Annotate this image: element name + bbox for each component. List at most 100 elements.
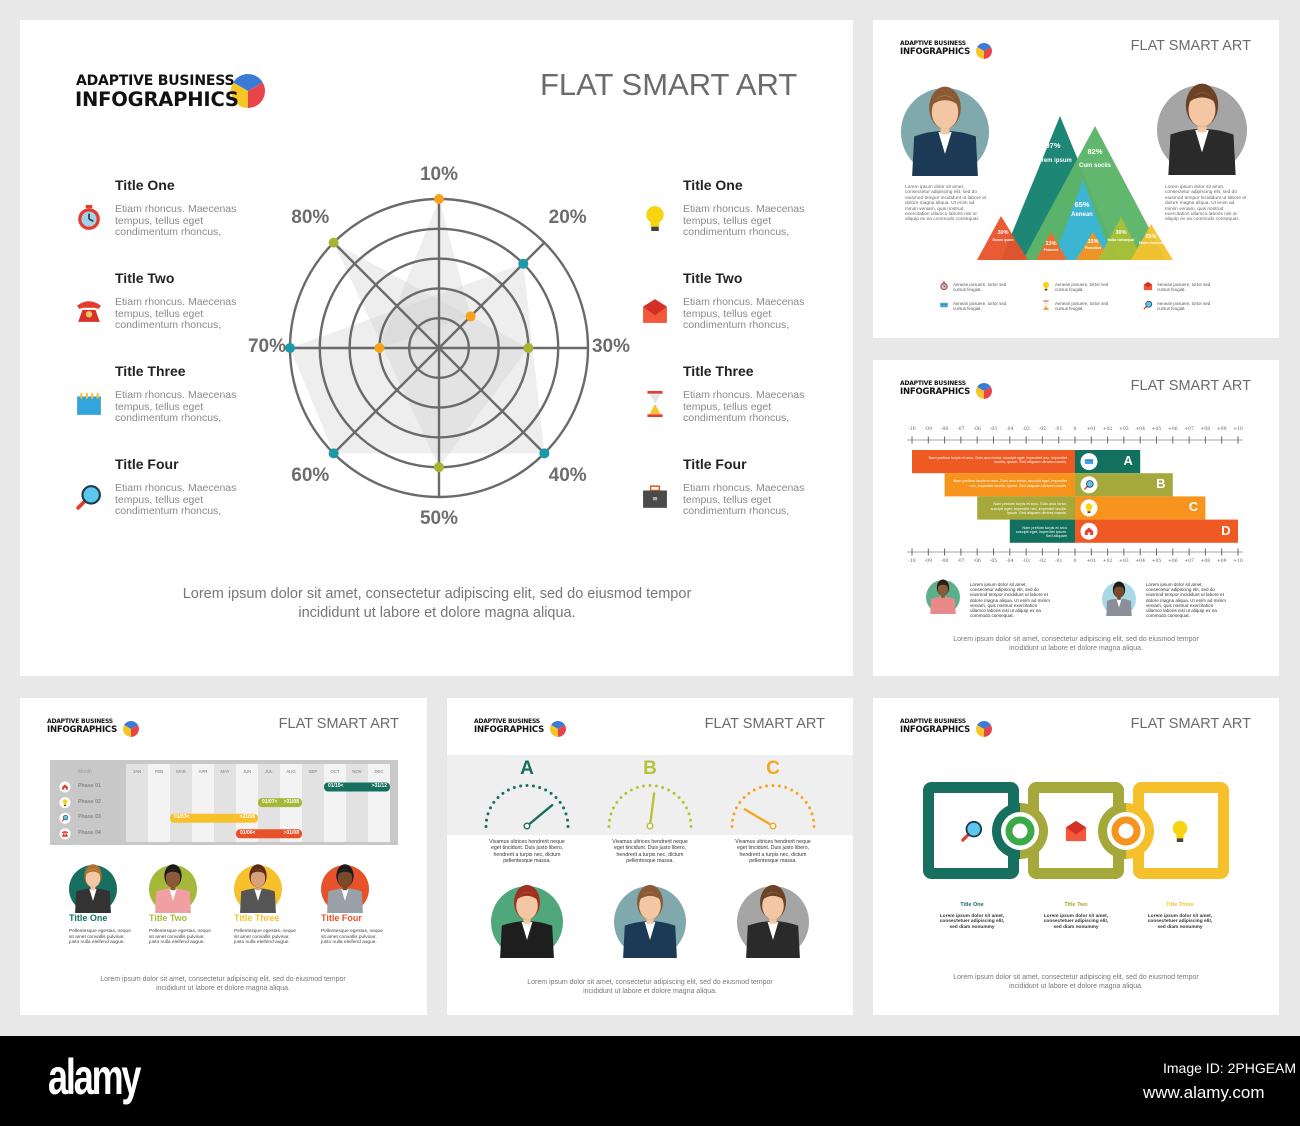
tick-label: -04 bbox=[1006, 559, 1014, 564]
radar-series-area bbox=[290, 263, 545, 454]
logo-line2: INFOGRAPHICS bbox=[900, 387, 971, 397]
peak-label: Lorem ipsum bbox=[1034, 158, 1072, 164]
chain-text: Lorem ipsum dolor sit amet, consectetuer… bbox=[1043, 914, 1109, 930]
month-column bbox=[148, 764, 170, 842]
tick-label: -08 bbox=[940, 559, 949, 564]
legend-text: Aenean posuere, tortor sed cursus feugia… bbox=[1157, 282, 1211, 292]
pie-logo-icon bbox=[231, 74, 265, 108]
tick-label: +01 bbox=[1086, 559, 1097, 564]
calendar-icon bbox=[77, 393, 101, 415]
pie-logo-icon bbox=[976, 383, 992, 399]
item-title: Title One bbox=[683, 177, 743, 193]
avatar bbox=[491, 884, 563, 958]
month-label: DEC bbox=[374, 769, 384, 774]
tick-label: +03 bbox=[1119, 427, 1129, 432]
peak-value: 30% bbox=[1115, 230, 1127, 236]
legend-text: Aenean posuere, tortor sed cursus feugia… bbox=[1055, 282, 1109, 292]
month-label: FEB bbox=[154, 769, 164, 774]
bar-text: Nam pretium turpis et arcu. Duis arcu to… bbox=[928, 456, 1067, 465]
light-bulb-icon bbox=[1172, 820, 1188, 842]
tick-label: -05 bbox=[989, 427, 998, 432]
logo-line1: ADAPTIVE BUSINESS bbox=[900, 718, 966, 725]
chain-title: Title Two bbox=[1064, 902, 1088, 908]
item-title: Title Four bbox=[683, 456, 747, 472]
slide-gauges: ADAPTIVE BUSINESS INFOGRAPHICS FLAT SMART … bbox=[447, 698, 853, 1015]
month-label: MAR bbox=[176, 769, 186, 774]
tick-label: 0 bbox=[1073, 559, 1077, 564]
radar-axis-label: 10% bbox=[419, 164, 459, 185]
telephone-icon bbox=[77, 301, 101, 322]
phase-start: 01/03< bbox=[174, 814, 190, 821]
pie-logo-icon bbox=[976, 721, 992, 737]
chain-text: Lorem ipsum dolor sit amet, consectetuer… bbox=[1147, 914, 1213, 930]
slide-title: FLAT SMART ART bbox=[278, 716, 399, 732]
radar-chart bbox=[285, 194, 590, 499]
caption-line2: incididunt ut labore et dolore magna ali… bbox=[298, 605, 576, 622]
phase-label: Phase 03 bbox=[78, 814, 101, 821]
bar-letter: A bbox=[1123, 453, 1133, 468]
tick-label: +01 bbox=[1086, 427, 1097, 432]
phase-start: 01/07< bbox=[262, 798, 278, 805]
magnifier-icon bbox=[61, 814, 69, 822]
tick-label: +05 bbox=[1151, 427, 1162, 432]
gauge bbox=[484, 784, 570, 830]
gauge bbox=[607, 784, 693, 830]
alarm-clock-icon bbox=[78, 205, 100, 230]
tick-label: -04 bbox=[1006, 427, 1014, 432]
paragraph-right: Lorem ipsum dolor sit amet, consectetur … bbox=[1146, 582, 1226, 619]
radar-point bbox=[328, 448, 339, 459]
chain-title: Title One bbox=[960, 902, 984, 908]
item-text: Etiam rhoncus. Maecenas tempus, tellus e… bbox=[683, 296, 805, 331]
month-label: SEP bbox=[308, 769, 318, 774]
slide-title: FLAT SMART ART bbox=[1130, 38, 1251, 54]
home-icon bbox=[1084, 527, 1094, 535]
item-title: Title Three bbox=[115, 363, 186, 379]
bar-letter: B bbox=[1156, 476, 1166, 492]
bar-right bbox=[1075, 496, 1206, 520]
pyramid-peak bbox=[1053, 180, 1113, 260]
month-label: OCT bbox=[330, 769, 340, 774]
slide-chain: ADAPTIVE BUSINESS INFOGRAPHICS FLAT SMART … bbox=[873, 698, 1279, 1015]
paragraph-left: Lorem ipsum dolor sit amet, consectetur … bbox=[905, 185, 987, 223]
item-text: Etiam rhoncus. Maecenas tempus, tellus e… bbox=[683, 203, 805, 238]
tick-label: +02 bbox=[1102, 559, 1113, 564]
month-column bbox=[368, 764, 390, 842]
phase-label: Phase 01 bbox=[78, 783, 101, 789]
item-text: Etiam rhoncus. Maecenas tempus, tellus e… bbox=[115, 203, 237, 238]
pyramid-peak bbox=[1023, 126, 1166, 260]
pyramid-peak bbox=[977, 216, 1028, 260]
radar-point bbox=[328, 237, 339, 248]
bar-right bbox=[1075, 473, 1173, 497]
gauge-needle bbox=[648, 792, 656, 828]
slide-title: FLAT SMART ART bbox=[1130, 378, 1251, 394]
caption-line1: Lorem ipsum dolor sit amet, consectetur … bbox=[953, 974, 1199, 981]
credit-card-icon bbox=[1084, 459, 1094, 465]
caption-line2: incididunt ut labore et dolore magna ali… bbox=[156, 985, 290, 993]
tick-label: +06 bbox=[1167, 559, 1178, 564]
bar-letter: C bbox=[1188, 499, 1199, 515]
caption-line1: Lorem ipsum dolor sit amet, consectetur … bbox=[100, 976, 346, 983]
tick-label: -01 bbox=[1054, 427, 1063, 432]
radar-point bbox=[434, 462, 444, 473]
tick-label: +08 bbox=[1200, 559, 1211, 564]
radar-axis-label: 40% bbox=[548, 464, 587, 486]
gauge-text: Vivamus ultrices hendrerit neque eget ti… bbox=[489, 839, 565, 864]
avatar bbox=[737, 884, 809, 958]
telephone-icon bbox=[61, 831, 69, 837]
light-bulb-icon bbox=[1085, 503, 1093, 513]
phase-label: Phase 02 bbox=[78, 798, 101, 805]
logo-line1: ADAPTIVE BUSINESS bbox=[47, 718, 113, 725]
avatar bbox=[1102, 581, 1136, 616]
peak-label: Etiam rhoncus bbox=[1138, 241, 1164, 245]
month-column bbox=[302, 764, 324, 842]
avatar bbox=[614, 884, 686, 958]
item-text: Etiam rhoncus. Maecenas tempus, tellus e… bbox=[683, 482, 805, 517]
chain-title: Title Three bbox=[1166, 902, 1194, 908]
hourglass-icon bbox=[647, 391, 663, 417]
peak-label: Praesent bbox=[1043, 248, 1059, 252]
logo-line2: INFOGRAPHICS bbox=[900, 725, 971, 735]
peak-value: 25% bbox=[1145, 234, 1157, 240]
slide-pyramid: ADAPTIVE BUSINESS INFOGRAPHICS FLAT SMART … bbox=[873, 20, 1279, 338]
legend-text: Aenean posuere, tortor sed cursus feugia… bbox=[953, 282, 1007, 292]
radar-axis-label: 30% bbox=[591, 336, 631, 357]
